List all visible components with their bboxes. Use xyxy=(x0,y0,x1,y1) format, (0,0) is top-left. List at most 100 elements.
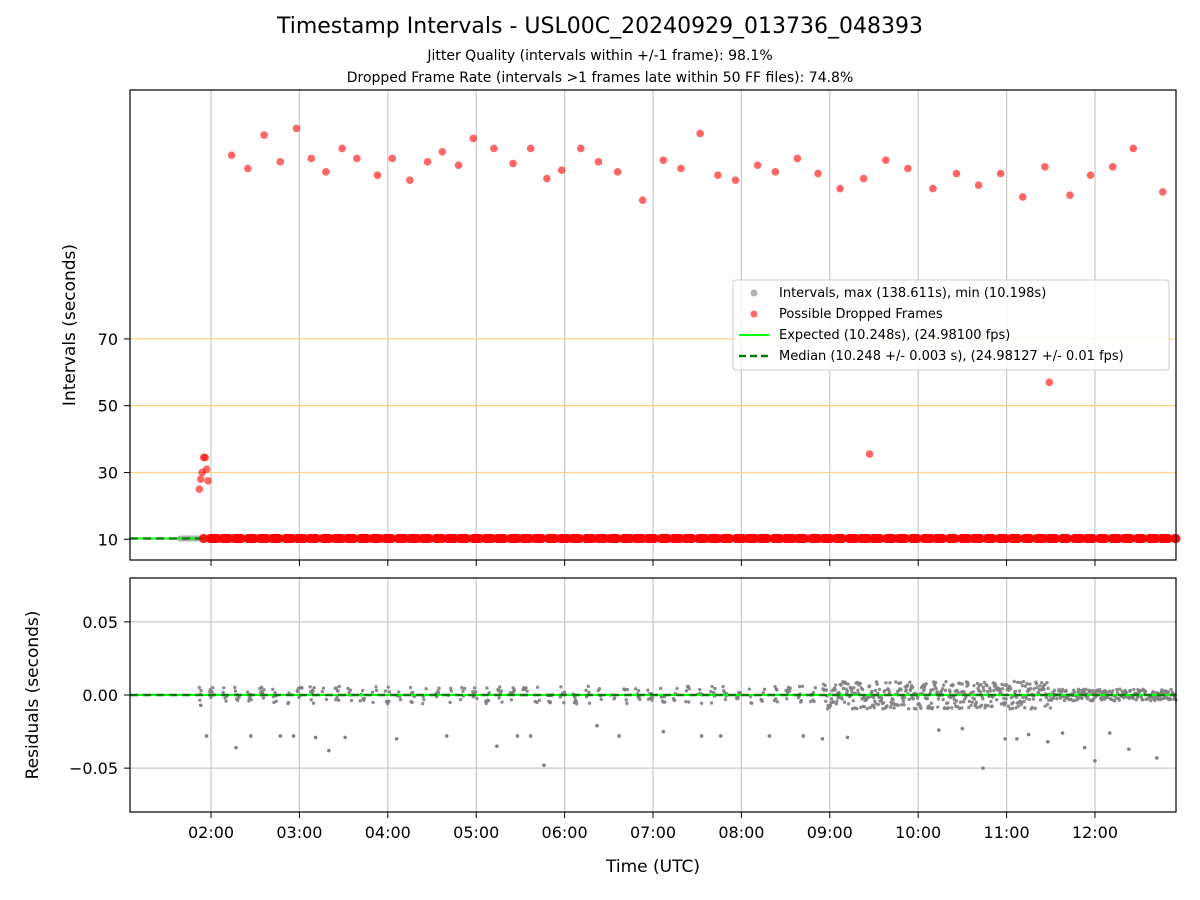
residual-point xyxy=(1004,697,1008,701)
residual-point xyxy=(999,690,1003,695)
residual-point xyxy=(537,698,542,702)
residual-point xyxy=(1021,679,1026,684)
residual-point xyxy=(988,686,992,690)
residual-point xyxy=(966,682,970,687)
residual-point xyxy=(1000,682,1004,687)
residual-point xyxy=(851,698,855,703)
residual-point xyxy=(273,690,277,695)
residuals-plot: 0.05 0.00 −0.05 02:00 03:00 04:00 05:00 06:00 07… xyxy=(69,577,1178,842)
residual-point xyxy=(831,700,836,704)
residual-point xyxy=(535,700,539,705)
bottom-y-tick-label: −0.05 xyxy=(69,759,118,778)
residual-point xyxy=(337,684,341,689)
residual-point xyxy=(834,683,838,687)
dropped-frame-point xyxy=(814,169,822,178)
dropped-frame-point xyxy=(1126,533,1136,544)
residual-point xyxy=(870,689,874,693)
dropped-frame-point xyxy=(800,533,810,544)
residual-point xyxy=(1140,698,1145,702)
residual-point xyxy=(562,700,566,705)
dropped-frame-point xyxy=(1086,171,1095,179)
x-tick-label: 03:00 xyxy=(276,823,322,842)
residual-point xyxy=(1011,700,1015,705)
residual-point xyxy=(424,687,428,691)
residual-point xyxy=(448,686,453,690)
residual-point xyxy=(955,688,959,693)
residual-point xyxy=(958,700,963,704)
residual-point xyxy=(1051,690,1055,695)
residual-point xyxy=(1169,687,1173,692)
residual-point xyxy=(687,687,692,691)
residual-point xyxy=(995,698,999,702)
dropped-frame-point xyxy=(244,164,252,173)
residual-point xyxy=(1042,687,1046,692)
residual-point xyxy=(894,680,898,684)
residual-point xyxy=(824,699,828,703)
dropped-frame-point xyxy=(677,164,685,173)
residual-point xyxy=(992,688,996,693)
dropped-frame-point xyxy=(975,533,986,544)
dropped-frame-point xyxy=(260,131,268,139)
residual-point xyxy=(1143,689,1148,694)
residual-point xyxy=(948,690,952,694)
dropped-frame-point xyxy=(1088,533,1098,544)
residual-point xyxy=(839,683,843,687)
residual-point xyxy=(625,687,630,692)
dropped-frame-point xyxy=(613,168,622,176)
residual-point xyxy=(397,690,401,694)
residual-point xyxy=(1006,704,1011,708)
residual-point xyxy=(940,687,945,691)
residual-point xyxy=(259,685,264,689)
residual-point xyxy=(1118,687,1122,691)
residual-point xyxy=(233,685,237,690)
residual-point xyxy=(684,699,688,704)
residual-point xyxy=(1013,689,1018,694)
residual-point xyxy=(925,696,930,701)
residual-outlier xyxy=(1026,732,1031,737)
dropped-frame-point xyxy=(731,176,740,184)
dropped-frame-point xyxy=(307,154,316,163)
residual-point xyxy=(1028,682,1032,686)
dropped-frame-point xyxy=(987,533,998,544)
residual-point xyxy=(982,688,986,693)
dropped-frame-point xyxy=(292,124,301,133)
residual-point xyxy=(929,701,934,706)
residual-point xyxy=(663,700,667,704)
residual-point xyxy=(548,700,553,704)
residual-point xyxy=(1032,687,1036,691)
residual-point xyxy=(840,697,844,701)
residual-point xyxy=(799,698,804,703)
residual-point xyxy=(460,686,464,690)
page-title: Timestamp Intervals - USL00C_20240929_01… xyxy=(276,14,924,39)
residual-point xyxy=(1034,682,1039,686)
residual-point xyxy=(1045,681,1049,685)
residual-point xyxy=(497,696,501,700)
dropped-frame-point xyxy=(373,171,382,179)
residual-point xyxy=(659,686,663,691)
residual-point xyxy=(673,698,677,702)
residual-point xyxy=(773,684,777,689)
residual-outlier xyxy=(718,734,723,738)
residual-point xyxy=(1045,702,1050,707)
dropped-frame-point xyxy=(1050,533,1061,544)
residual-point xyxy=(989,699,993,704)
residual-point xyxy=(383,689,388,693)
residual-outlier xyxy=(343,735,347,740)
residual-point xyxy=(834,702,839,706)
dropped-frame-point xyxy=(490,144,498,153)
dropped-frame-point xyxy=(1066,191,1074,200)
residual-point xyxy=(824,688,829,692)
residual-point xyxy=(856,688,860,693)
dropped-frame-point xyxy=(881,156,890,164)
dropped-frame-point xyxy=(236,533,246,544)
residual-point xyxy=(892,706,896,710)
residual-point xyxy=(787,689,792,693)
residual-point xyxy=(775,700,780,704)
dropped-frame-point xyxy=(349,533,359,544)
residual-point xyxy=(1024,696,1029,701)
residual-point xyxy=(587,690,591,695)
dropped-frame-point xyxy=(1045,378,1054,387)
residual-point xyxy=(386,685,390,689)
residual-point xyxy=(922,686,927,690)
residual-point xyxy=(198,698,202,702)
